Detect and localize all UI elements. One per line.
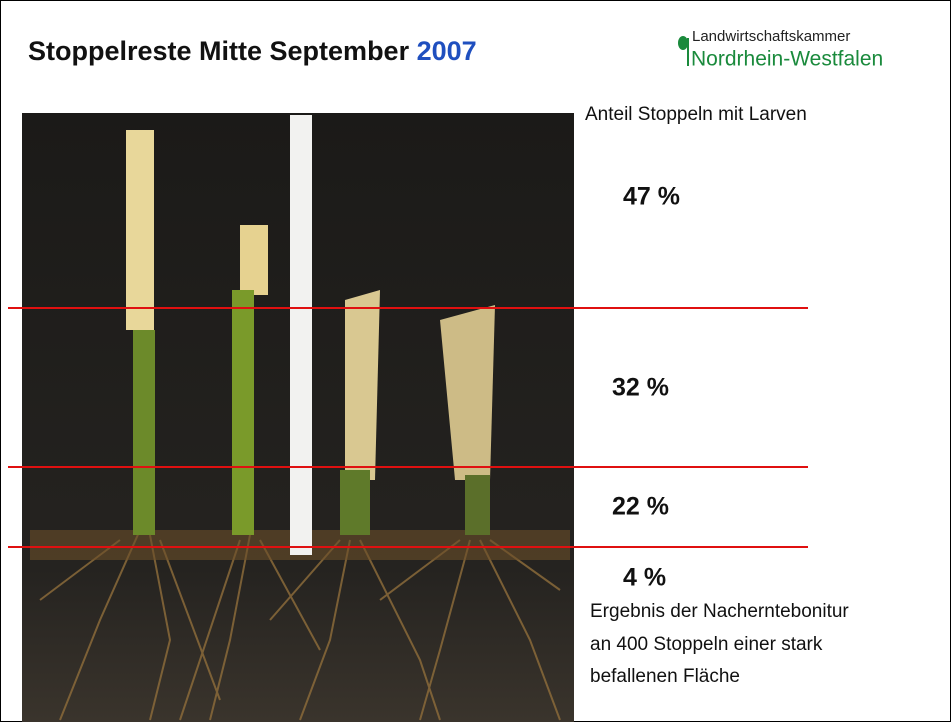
stem-top — [345, 290, 380, 480]
caption: Anteil Stoppeln mit Larven — [585, 104, 807, 125]
stem-base — [133, 330, 155, 535]
slide: Stoppelreste Mitte September 2007 Landwi… — [0, 0, 951, 722]
ruler — [290, 115, 312, 555]
photo — [22, 113, 574, 722]
stem-top — [240, 225, 268, 295]
stem-base — [340, 470, 370, 535]
share-label: 32 % — [612, 374, 669, 402]
note-line: Ergebnis der Nacherntebonitur — [590, 601, 849, 622]
share-label: 47 % — [623, 183, 680, 211]
title-text: Stoppelreste Mitte September — [28, 36, 410, 66]
stem-base — [465, 475, 490, 535]
page: Stoppelreste Mitte September 2007 Landwi… — [0, 0, 951, 722]
title-year: 2007 — [417, 36, 477, 66]
note-line: befallenen Fläche — [590, 666, 740, 687]
note-line: an 400 Stoppeln einer stark — [590, 634, 823, 655]
stem-top — [126, 130, 154, 330]
stem-base — [232, 290, 254, 535]
share-label: 22 % — [612, 493, 669, 521]
logo-line1: Landwirtschaftskammer — [692, 28, 850, 45]
share-label: 4 % — [623, 564, 666, 592]
slide-title: Stoppelreste Mitte September 2007 — [28, 36, 477, 66]
logo-bar — [687, 38, 689, 66]
logo-line2: Nordrhein-Westfalen — [691, 48, 883, 71]
logo-mark — [678, 36, 688, 50]
